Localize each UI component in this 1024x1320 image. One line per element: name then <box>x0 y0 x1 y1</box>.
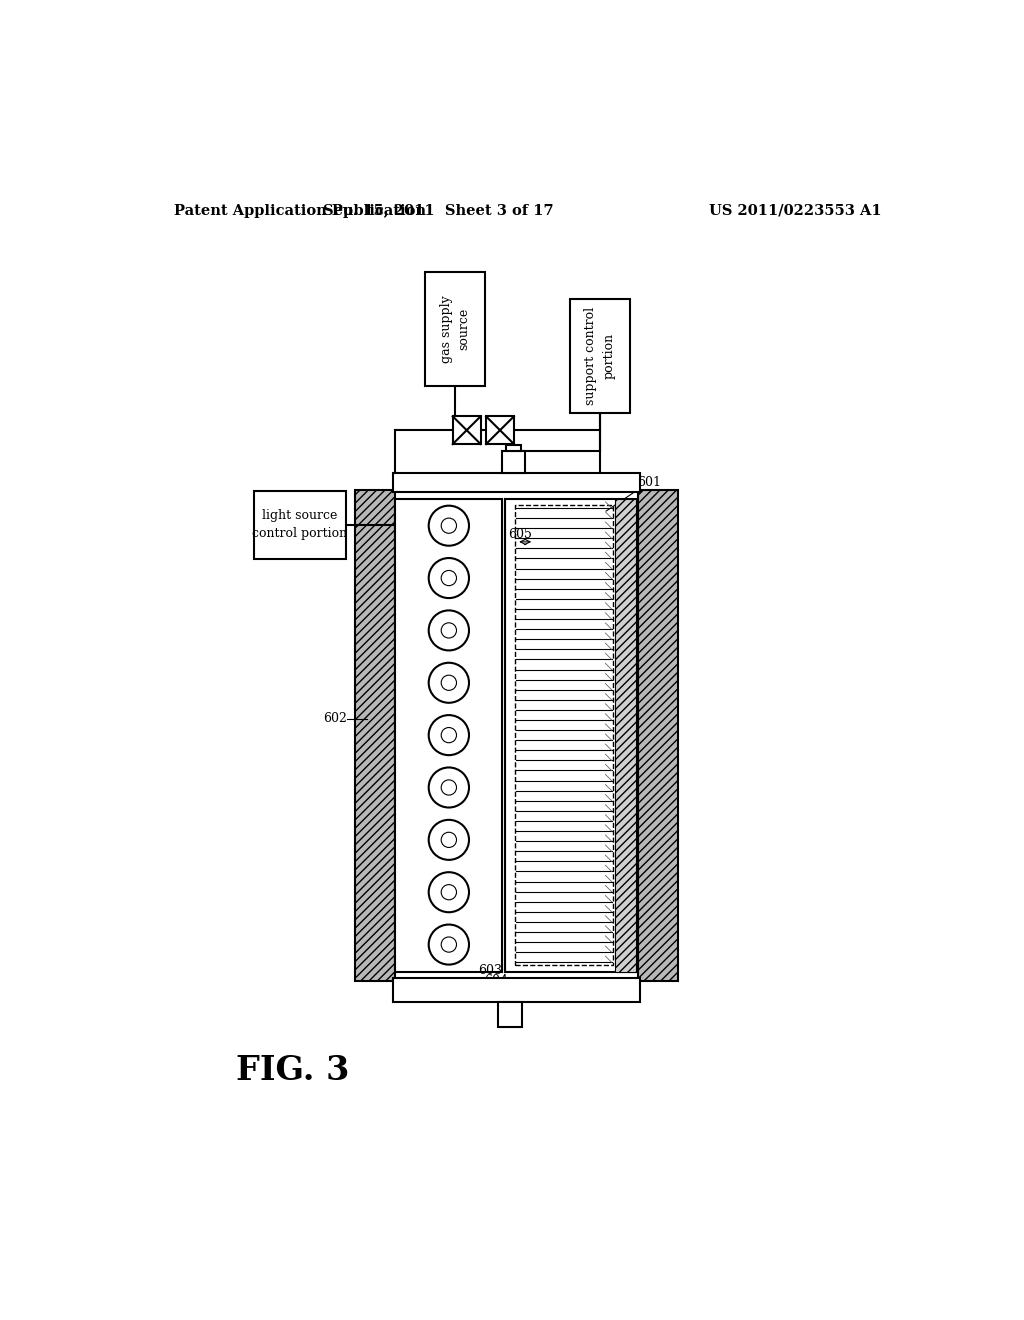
Bar <box>425 272 485 387</box>
Circle shape <box>429 610 469 651</box>
Text: support control
portion: support control portion <box>585 308 615 405</box>
Text: 604: 604 <box>484 974 509 987</box>
Text: 605: 605 <box>508 528 531 541</box>
Circle shape <box>441 727 457 743</box>
Text: gas supply
source: gas supply source <box>439 296 471 363</box>
Bar <box>393 978 640 1002</box>
Text: 602: 602 <box>323 713 346 726</box>
Circle shape <box>429 924 469 965</box>
Bar <box>638 490 678 981</box>
Text: 603: 603 <box>478 964 503 977</box>
Text: 601: 601 <box>606 475 662 511</box>
Bar <box>506 499 638 972</box>
Circle shape <box>429 873 469 912</box>
Bar <box>393 473 640 492</box>
Bar <box>503 451 524 473</box>
Bar <box>515 506 613 965</box>
Bar <box>254 491 346 558</box>
Text: light source
control portion: light source control portion <box>253 510 347 540</box>
Circle shape <box>441 623 457 638</box>
Bar <box>395 499 503 972</box>
Bar <box>569 300 630 413</box>
Circle shape <box>429 506 469 545</box>
Circle shape <box>441 780 457 795</box>
Bar <box>614 499 636 972</box>
Circle shape <box>429 820 469 859</box>
Circle shape <box>441 884 457 900</box>
Bar <box>499 1002 521 1027</box>
Circle shape <box>441 937 457 952</box>
Circle shape <box>441 675 457 690</box>
Bar <box>506 445 521 451</box>
Bar <box>355 490 395 981</box>
Text: FIG. 3: FIG. 3 <box>237 1055 350 1088</box>
Circle shape <box>441 832 457 847</box>
Bar <box>486 416 514 444</box>
Text: Patent Application Publication: Patent Application Publication <box>174 203 427 218</box>
Circle shape <box>429 663 469 702</box>
Circle shape <box>429 715 469 755</box>
Circle shape <box>429 767 469 808</box>
Text: US 2011/0223553 A1: US 2011/0223553 A1 <box>710 203 882 218</box>
Circle shape <box>441 517 457 533</box>
Circle shape <box>441 570 457 586</box>
Text: Sep. 15, 2011  Sheet 3 of 17: Sep. 15, 2011 Sheet 3 of 17 <box>323 203 553 218</box>
Bar <box>453 416 480 444</box>
Circle shape <box>429 558 469 598</box>
